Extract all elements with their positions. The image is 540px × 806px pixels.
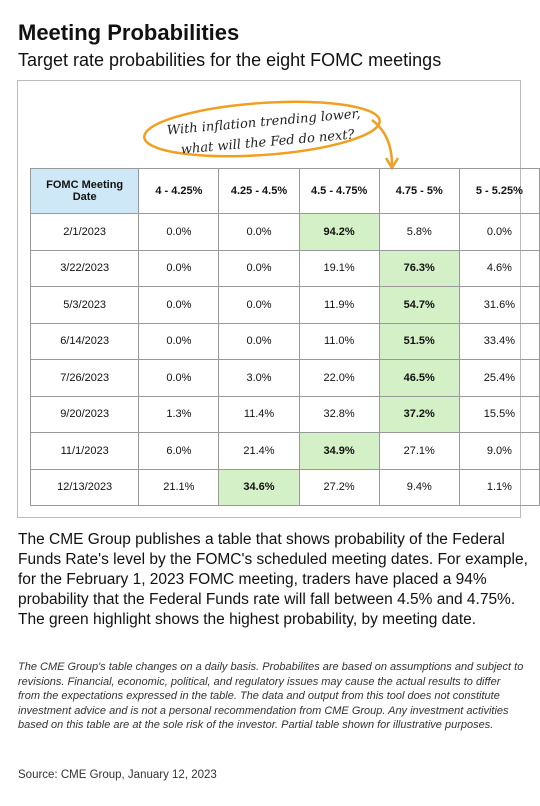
probability-cell: 0.0%	[218, 286, 300, 324]
probability-cell: 51.5%	[378, 322, 460, 360]
probability-cell: 9.0%	[458, 432, 540, 470]
probability-cell: 34.9%	[298, 432, 380, 470]
meeting-date: 3/22/2023	[29, 249, 140, 287]
header-row: FOMC Meeting Date 4 - 4.25% 4.25 - 4.5% 4.5…	[29, 168, 540, 214]
table-row: 7/26/2023 0.0% 3.0% 22.0% 46.5% 25.4%	[29, 359, 540, 397]
probability-cell: 25.4%	[458, 359, 540, 397]
probability-cell: 21.4%	[218, 432, 300, 470]
meeting-date: 7/26/2023	[29, 359, 140, 397]
probability-cell: 6.0%	[138, 432, 220, 470]
table-row: 9/20/2023 1.3% 11.4% 32.8% 37.2% 15.5%	[29, 395, 540, 433]
meeting-date: 5/3/2023	[29, 286, 140, 324]
probability-cell: 21.1%	[138, 468, 220, 506]
probability-cell: 0.0%	[138, 286, 220, 324]
probability-cell: 94.2%	[298, 213, 380, 251]
column-header: 4.75 - 5%	[378, 168, 460, 214]
probability-cell: 22.0%	[298, 359, 380, 397]
probability-cell: 5.8%	[378, 213, 460, 251]
column-header: 4.25 - 4.5%	[218, 168, 300, 214]
meeting-date: 9/20/2023	[29, 395, 140, 433]
probability-cell: 33.4%	[458, 322, 540, 360]
table-row: 3/22/2023 0.0% 0.0% 19.1% 76.3% 4.6%	[29, 249, 540, 287]
probability-cell: 37.2%	[378, 395, 460, 433]
callout-bubble	[143, 100, 381, 158]
probability-cell: 15.5%	[458, 395, 540, 433]
probability-cell: 11.4%	[218, 395, 300, 433]
probability-cell: 27.2%	[298, 468, 380, 506]
probability-cell: 11.9%	[298, 286, 380, 324]
probability-cell: 0.0%	[138, 359, 220, 397]
source: Source: CME Group, January 12, 2023	[18, 769, 217, 781]
column-header: 4.5 - 4.75%	[298, 168, 380, 214]
probability-cell: 3.0%	[218, 359, 300, 397]
callout-arrow	[371, 119, 394, 166]
title: Meeting Probabilities	[18, 20, 240, 45]
probability-cell: 27.1%	[378, 432, 460, 470]
meeting-date: 11/1/2023	[29, 432, 140, 470]
probability-cell: 32.8%	[298, 395, 380, 433]
probability-cell: 31.6%	[458, 286, 540, 324]
meeting-date: 6/14/2023	[29, 322, 140, 360]
probability-cell: 0.0%	[458, 213, 540, 251]
table-row: 5/3/2023 0.0% 0.0% 11.9% 54.7% 31.6%	[29, 286, 540, 324]
column-header: FOMC Meeting Date	[29, 168, 140, 214]
probability-cell: 76.3%	[378, 249, 460, 287]
probability-cell: 0.0%	[218, 249, 300, 287]
probability-cell: 46.5%	[378, 359, 460, 397]
meeting-date: 2/1/2023	[29, 213, 140, 251]
column-header: 4 - 4.25%	[138, 168, 220, 214]
table-row: 6/14/2023 0.0% 0.0% 11.0% 51.5% 33.4%	[29, 322, 540, 360]
probability-cell: 4.6%	[458, 249, 540, 287]
probability-cell: 0.0%	[138, 213, 220, 251]
table-row: 11/1/2023 6.0% 21.4% 34.9% 27.1% 9.0%	[29, 432, 540, 470]
probability-cell: 9.4%	[378, 468, 460, 506]
probability-cell: 19.1%	[298, 249, 380, 287]
table-row: 2/1/2023 0.0% 0.0% 94.2% 5.8% 0.0%	[29, 213, 540, 251]
probability-cell: 0.0%	[218, 322, 300, 360]
probability-cell: 1.1%	[458, 468, 540, 506]
probability-cell: 34.6%	[218, 468, 300, 506]
probability-cell: 11.0%	[298, 322, 380, 360]
subtitle: Target rate probabilities for the eight …	[18, 50, 442, 70]
probability-cell: 0.0%	[218, 213, 300, 251]
probability-cell: 0.0%	[138, 249, 220, 287]
disclaimer: The CME Group's table changes on a daily…	[18, 661, 524, 731]
probability-table: FOMC Meeting Date 4 - 4.25% 4.25 - 4.5% 4.5…	[29, 168, 540, 506]
meeting-date: 12/13/2023	[29, 468, 140, 506]
table-row: 12/13/2023 21.1% 34.6% 27.2% 9.4% 1.1%	[29, 468, 540, 506]
body-text: The CME Group publishes a table that sho…	[18, 531, 528, 628]
probability-cell: 54.7%	[378, 286, 460, 324]
probability-cell: 1.3%	[138, 395, 220, 433]
column-header: 5 - 5.25%	[458, 168, 540, 214]
probability-cell: 0.0%	[138, 322, 220, 360]
callout: With inflation trending lower, what will…	[143, 100, 400, 171]
